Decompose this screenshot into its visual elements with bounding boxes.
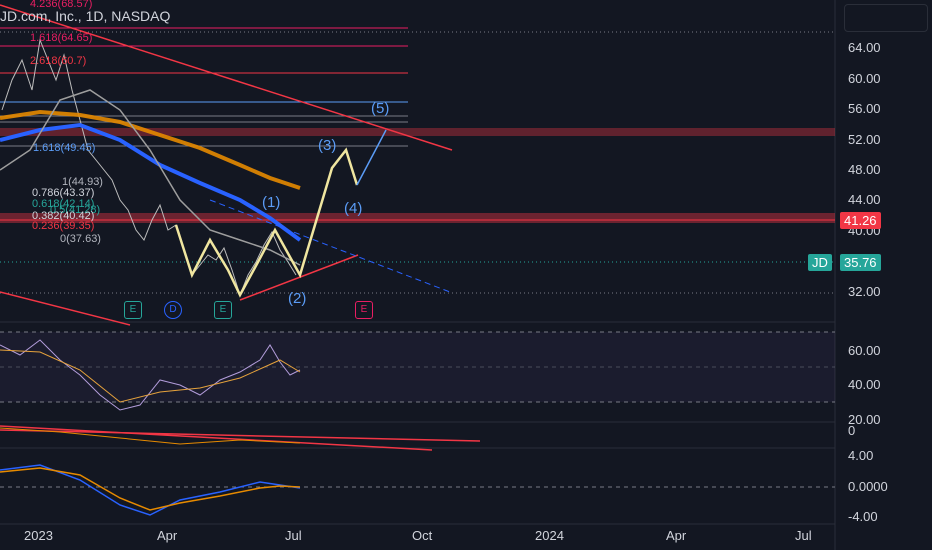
fib-label: 1(44.93): [62, 176, 103, 188]
top-right-box[interactable]: [844, 4, 928, 32]
wave-label: (4): [344, 200, 363, 217]
trend-line: [0, 291, 131, 326]
fib-label: 0.382(40.42): [32, 210, 95, 222]
ma-blue: [0, 122, 302, 242]
rsi-ma: [0, 349, 301, 403]
dividend-marker[interactable]: D: [164, 301, 182, 319]
symbol-tag: JD: [808, 254, 832, 271]
wave-label: (5): [371, 100, 390, 117]
fib-label: 2.618(60.7): [30, 55, 87, 67]
macd-axis-label: 4.00: [848, 448, 874, 463]
time-axis-label: 2024: [535, 528, 564, 543]
time-axis-label: 2023: [24, 528, 53, 543]
price-axis-label: 52.00: [848, 132, 881, 147]
fib-label: 0.5(41.28): [50, 204, 101, 216]
fib-label: 0(37.63): [60, 233, 101, 245]
rsi-line: [0, 339, 301, 411]
ticker-title: JD.com, Inc., 1D, NASDAQ: [0, 8, 171, 24]
elliott-projection: [356, 129, 387, 186]
rsi-axis-label: 40.00: [848, 377, 881, 392]
price-axis-label: 32.00: [848, 284, 881, 299]
ma-grey: [0, 89, 301, 266]
fib-label: 0.786(43.37): [32, 187, 95, 199]
channel-line: [209, 199, 451, 293]
obv-axis-label: 0: [848, 423, 856, 438]
macd-axis-label: 0.0000: [848, 479, 888, 494]
time-axis-label: Apr: [666, 528, 687, 543]
price-axis-label: 44.00: [848, 192, 881, 207]
wave-label: (3): [318, 137, 337, 154]
trend-line: [0, 4, 453, 151]
fib-top-label: 4.236(68.57): [30, 0, 93, 10]
fib-label: 1.618(64.65): [30, 32, 93, 44]
fib-label: 1.618(49.45): [33, 142, 96, 154]
time-axis-label: Apr: [157, 528, 178, 543]
rsi-axis-label: 20.00: [848, 412, 881, 427]
earnings-marker[interactable]: E: [355, 301, 373, 319]
time-axis-label: Jul: [795, 528, 812, 543]
last-price-tag: 35.76: [840, 254, 881, 271]
macd-axis-label: -4.00: [848, 509, 878, 524]
price-axis-label: 48.00: [848, 162, 881, 177]
time-axis-label: Oct: [412, 528, 433, 543]
rsi-axis-label: 60.00: [848, 343, 881, 358]
price-axis-label: 56.00: [848, 101, 881, 116]
price-axis-label: 60.00: [848, 71, 881, 86]
obv-trend: [0, 425, 433, 451]
macd-line: [0, 464, 301, 516]
price-axis-label: 64.00: [848, 40, 881, 55]
level-zone: [0, 213, 835, 223]
macd-signal: [0, 467, 301, 511]
resistance-zone: [0, 128, 835, 136]
level-price-tag: 41.26: [840, 212, 881, 229]
fib-label: 0.618(42.14): [32, 198, 95, 210]
time-axis-label: Jul: [285, 528, 302, 543]
elliott-path: [174, 147, 359, 298]
price-series: [1, 38, 297, 297]
wave-label: (2): [288, 290, 307, 307]
trend-line: [239, 254, 359, 301]
earnings-marker[interactable]: E: [214, 301, 232, 319]
fib-label: 0.236(39.35): [32, 220, 95, 232]
ma-orange: [0, 109, 301, 190]
obv-trend: [0, 429, 481, 442]
earnings-marker[interactable]: E: [124, 301, 142, 319]
obv-line: [0, 427, 301, 445]
wave-label: (1): [262, 194, 281, 211]
